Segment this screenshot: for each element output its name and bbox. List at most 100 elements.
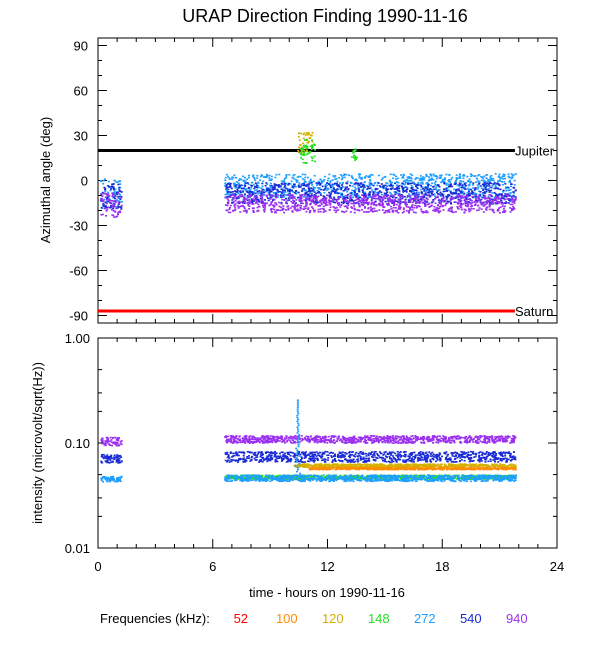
intensity-point-940 bbox=[112, 442, 115, 444]
intensity-point-540 bbox=[310, 452, 312, 455]
intensity-point-940 bbox=[386, 440, 389, 443]
intensity-point-940 bbox=[283, 442, 286, 444]
azimuth-point-272 bbox=[234, 183, 237, 186]
intensity-point-940 bbox=[288, 436, 291, 438]
azimuth-point-148 bbox=[356, 156, 359, 159]
azimuth-point-940 bbox=[323, 202, 325, 204]
azimuth-point-540 bbox=[393, 201, 396, 204]
intensity-point-540 bbox=[106, 457, 109, 460]
azimuth-point-540 bbox=[439, 191, 442, 194]
azimuth-point-940 bbox=[398, 198, 401, 201]
intensity-point-940 bbox=[429, 439, 432, 442]
azimuth-point-940 bbox=[388, 198, 391, 200]
azimuth-point-940 bbox=[340, 203, 343, 206]
azimuth-point-540 bbox=[500, 197, 503, 199]
azimuth-point-940 bbox=[503, 205, 506, 208]
intensity-point-940 bbox=[323, 436, 326, 438]
azimuth-point-540 bbox=[422, 188, 425, 190]
azimuth-point-540 bbox=[329, 194, 332, 196]
intensity-point-940 bbox=[307, 435, 310, 438]
azimuth-point-940 bbox=[392, 204, 395, 207]
intensity-point-940 bbox=[366, 435, 369, 437]
intensity-point-540 bbox=[402, 451, 405, 453]
azimuth-point-540 bbox=[344, 186, 347, 189]
azimuth-point-540 bbox=[277, 184, 280, 186]
azimuth-point-540 bbox=[107, 185, 110, 187]
azimuth-point-540 bbox=[344, 196, 347, 199]
azimuth-point-272 bbox=[278, 173, 281, 176]
azimuth-point-272 bbox=[369, 176, 372, 178]
azimuth-point-272 bbox=[110, 186, 113, 189]
intensity-point-940 bbox=[428, 440, 431, 442]
intensity-point-540 bbox=[293, 452, 296, 455]
azimuth-point-272 bbox=[313, 174, 316, 177]
azimuth-point-940 bbox=[313, 202, 316, 205]
azimuth-point-272 bbox=[475, 181, 478, 183]
azimuth-point-272 bbox=[438, 189, 441, 191]
intensity-point-940 bbox=[111, 444, 113, 447]
azimuth-point-540 bbox=[272, 189, 275, 191]
azimuth-point-540 bbox=[236, 191, 238, 193]
azimuth-point-540 bbox=[298, 196, 301, 199]
azimuth-point-272 bbox=[448, 173, 451, 176]
intensity-point-940 bbox=[274, 440, 277, 442]
azimuth-point-940 bbox=[229, 195, 232, 197]
azimuth-point-540 bbox=[117, 183, 120, 186]
intensity-point-940 bbox=[292, 436, 295, 438]
azimuth-point-272 bbox=[457, 177, 460, 179]
azimuth-point-940 bbox=[273, 198, 276, 201]
intensity-point-940 bbox=[344, 437, 346, 439]
intensity-point-940 bbox=[251, 437, 254, 439]
intensity-point-540 bbox=[254, 459, 257, 461]
azimuth-point-940 bbox=[381, 205, 384, 208]
azimuth-point-940 bbox=[378, 209, 381, 211]
azimuth-point-272 bbox=[481, 177, 484, 179]
azimuth-point-940 bbox=[434, 208, 437, 211]
azimuth-point-940 bbox=[319, 208, 322, 210]
intensity-point-540 bbox=[251, 455, 254, 458]
azimuth-point-272 bbox=[422, 178, 424, 181]
intensity-point-540 bbox=[506, 459, 509, 461]
intensity-point-540 bbox=[424, 455, 426, 457]
azimuth-point-940 bbox=[477, 196, 480, 199]
intensity-point-940 bbox=[466, 442, 469, 444]
azimuth-point-272 bbox=[249, 189, 252, 191]
azimuth-point-940 bbox=[301, 202, 304, 205]
intensity-point-540 bbox=[296, 458, 299, 460]
intensity-point-540 bbox=[321, 455, 324, 457]
azimuth-point-940 bbox=[282, 207, 285, 210]
intensity-point-940 bbox=[491, 438, 493, 440]
azimuth-point-540 bbox=[344, 188, 346, 191]
azimuth-point-940 bbox=[420, 197, 423, 199]
azimuth-point-940 bbox=[451, 196, 454, 199]
intensity-point-940 bbox=[244, 436, 247, 438]
azimuth-point-940 bbox=[237, 207, 240, 209]
azimuth-point-272 bbox=[355, 178, 358, 181]
azimuth-point-940 bbox=[364, 207, 366, 209]
azimuth-point-940 bbox=[234, 209, 236, 212]
intensity-point-940 bbox=[359, 437, 362, 439]
azimuth-point-940 bbox=[309, 199, 312, 201]
azimuth-point-540 bbox=[275, 192, 278, 195]
azimuth-point-940 bbox=[309, 211, 311, 213]
azimuth-point-272 bbox=[363, 176, 366, 178]
intensity-point-940 bbox=[453, 435, 456, 438]
azimuth-point-272 bbox=[474, 175, 477, 177]
azimuth-point-272 bbox=[285, 175, 288, 177]
azimuth-point-940 bbox=[309, 210, 312, 212]
azimuth-point-540 bbox=[504, 183, 507, 185]
azimuth-point-272 bbox=[323, 175, 326, 178]
azimuth-point-540 bbox=[313, 191, 316, 193]
azimuth-point-940 bbox=[417, 205, 420, 207]
azimuth-point-272 bbox=[225, 173, 228, 176]
azimuth-point-540 bbox=[247, 187, 250, 189]
azimuth-point-540 bbox=[423, 190, 426, 192]
intensity-y-tick-label: 1.00 bbox=[65, 331, 90, 346]
intensity-point-940 bbox=[502, 441, 505, 443]
azimuth-point-540 bbox=[387, 188, 390, 190]
intensity-point-540 bbox=[294, 461, 297, 463]
azimuth-point-148 bbox=[304, 150, 307, 153]
azimuth-point-940 bbox=[114, 200, 117, 203]
intensity-point-540 bbox=[108, 462, 111, 464]
intensity-point-540 bbox=[298, 452, 301, 455]
